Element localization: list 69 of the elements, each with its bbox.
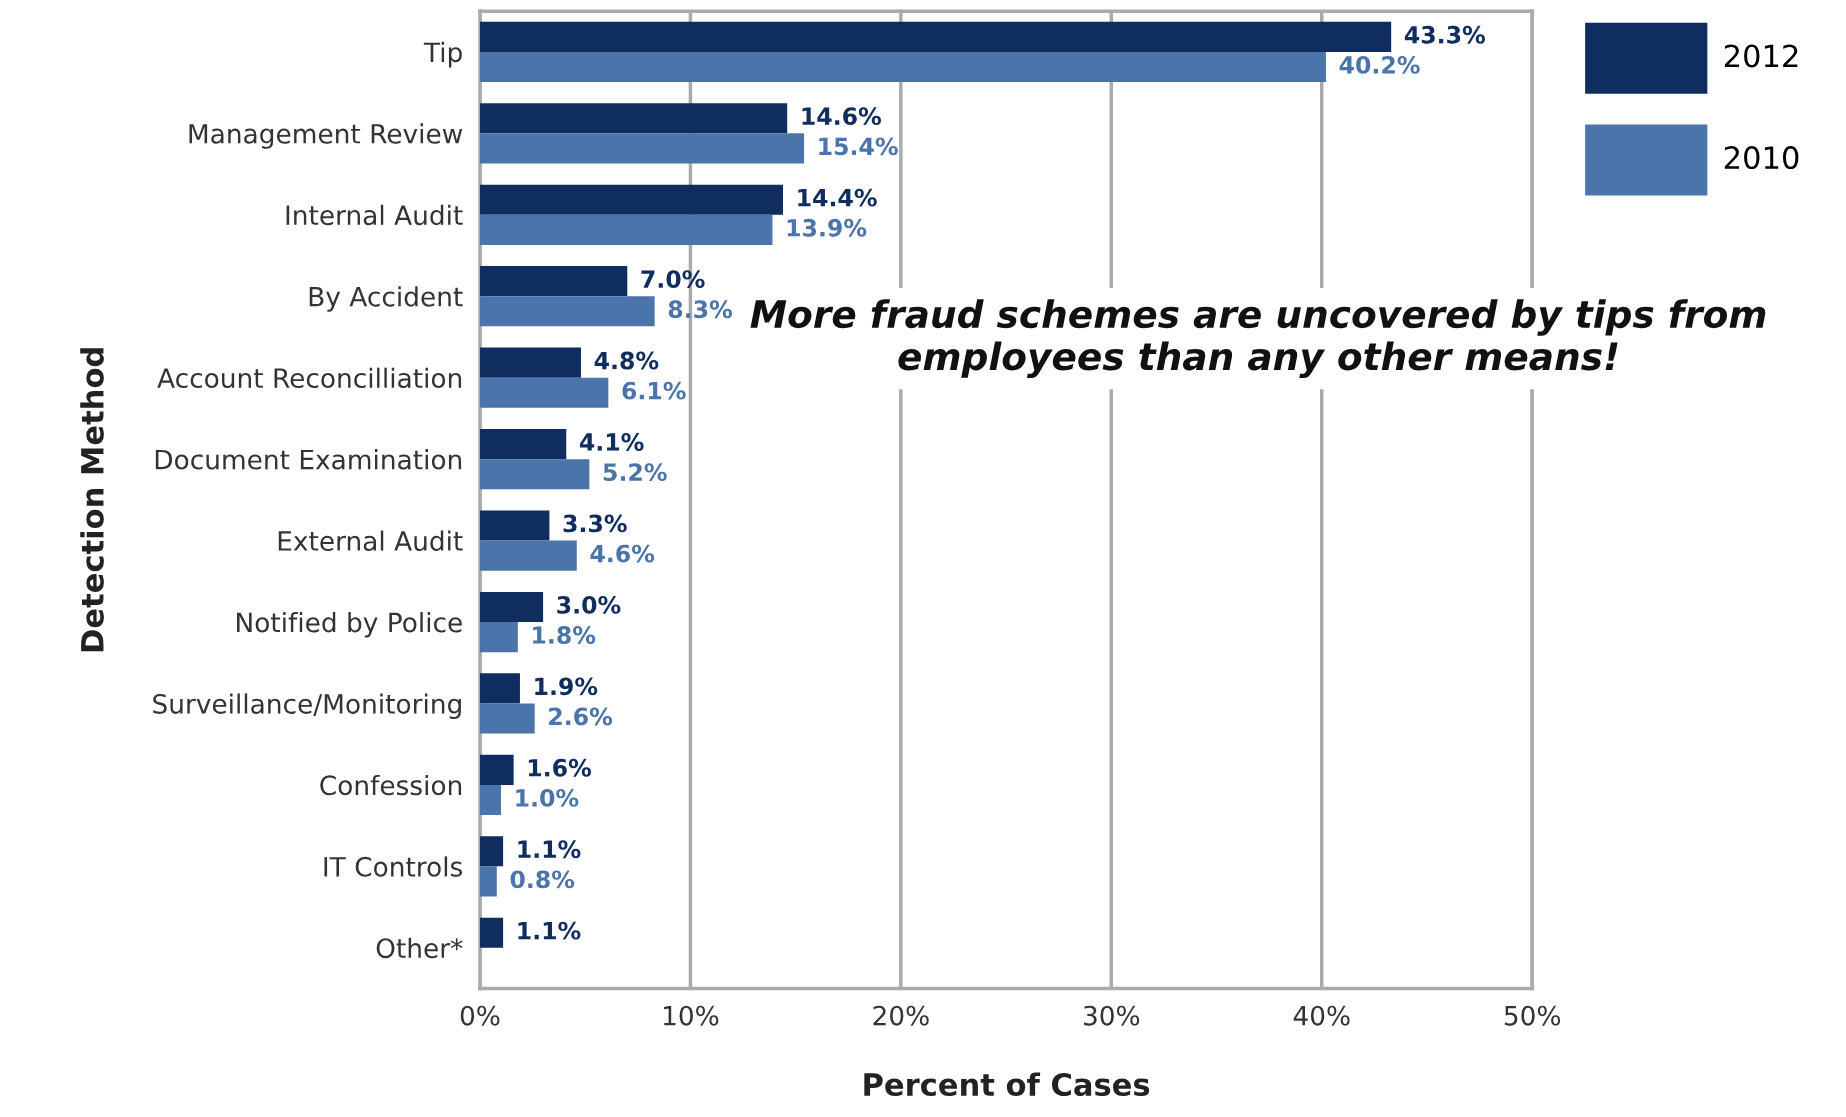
y-tick-label: External Audit	[278, 530, 463, 551]
data-label: 14.6%	[802, 107, 881, 126]
data-label: 4.8%	[594, 351, 659, 370]
bar	[479, 459, 590, 490]
legend-label: 2010	[1724, 146, 1799, 170]
bar	[479, 784, 501, 816]
data-label: 6.1%	[622, 381, 686, 400]
bar	[479, 836, 504, 867]
x-tick-label: 30%	[1083, 1005, 1140, 1026]
x-axis-title: Percent of Cases	[864, 1072, 1150, 1097]
y-tick-label: Management Review	[189, 123, 463, 149]
y-tick-label: Tip	[423, 41, 462, 68]
data-label: 8.3%	[668, 300, 732, 319]
y-tick-label: Internal Audit	[286, 204, 463, 226]
y-tick-label: By Accident	[309, 286, 463, 312]
data-label: 3.0%	[557, 595, 621, 614]
bar	[479, 429, 567, 460]
data-label: 4.6%	[590, 544, 655, 563]
data-label: 1.9%	[535, 677, 598, 696]
bar	[479, 184, 783, 215]
legend-label: 2012	[1724, 44, 1798, 68]
y-tick-label: Notified by Police	[237, 612, 462, 638]
bar	[479, 917, 504, 948]
bar	[479, 51, 1326, 83]
bar	[479, 540, 577, 571]
bar	[479, 21, 1392, 52]
data-label: 0.8%	[510, 870, 575, 889]
x-tick-label: 50%	[1504, 1005, 1561, 1026]
bar	[479, 673, 520, 704]
data-label: 7.0%	[641, 270, 705, 289]
y-tick-label: IT Controls	[324, 856, 463, 877]
bar	[479, 703, 535, 734]
data-label: 1.8%	[533, 626, 596, 644]
data-label: 15.4%	[819, 137, 898, 156]
data-label: 1.0%	[516, 788, 579, 807]
x-tick-label: 10%	[663, 1005, 719, 1026]
y-tick-label: Surveillance/Monitoring	[153, 693, 461, 719]
bar	[479, 133, 805, 164]
x-tick-label: 20%	[873, 1005, 929, 1026]
bar	[479, 266, 628, 297]
data-label: 3.3%	[563, 514, 627, 533]
data-label: 40.2%	[1339, 55, 1420, 74]
data-label: 1.1%	[518, 921, 581, 940]
bar	[479, 296, 655, 327]
data-label: 14.4%	[798, 188, 877, 207]
data-label: 43.3%	[1404, 25, 1485, 44]
data-label: 1.6%	[528, 758, 591, 777]
data-label: 13.9%	[787, 218, 867, 237]
data-label: 2.6%	[549, 707, 613, 726]
data-label: 5.2%	[603, 463, 667, 482]
bar	[479, 103, 788, 134]
bar	[479, 214, 773, 245]
bar	[479, 754, 514, 785]
annotation: More fraud schemes are uncovered by tips from employees than any other means!	[750, 299, 1766, 379]
y-tick-label: Account Reconcilliation	[157, 367, 462, 389]
bar	[479, 347, 581, 378]
bar	[479, 510, 550, 541]
data-label: 4.1%	[579, 433, 644, 451]
bar	[479, 622, 518, 653]
y-tick-label: Other*	[376, 937, 463, 959]
bar	[479, 866, 497, 897]
bar	[479, 377, 609, 408]
x-tick-label: 40%	[1293, 1005, 1350, 1026]
data-label: 1.1%	[518, 840, 581, 859]
y-axis-title: Detection Method	[80, 348, 104, 652]
x-tick-label: 0%	[460, 1005, 500, 1026]
bar	[479, 591, 544, 623]
y-tick-label: Confession	[320, 774, 462, 796]
y-tick-label: Document Examination	[155, 449, 462, 470]
